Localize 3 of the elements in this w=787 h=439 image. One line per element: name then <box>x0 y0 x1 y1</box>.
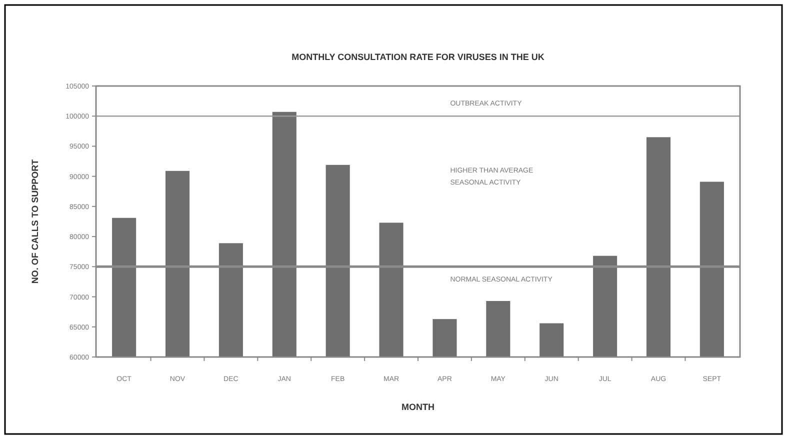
x-axis-title: MONTH <box>402 402 434 412</box>
y-axis-title: NO. OF CALLS TO SUPPORT <box>30 158 40 284</box>
chart-title: MONTHLY CONSULTATION RATE FOR VIRUSES IN THE UK <box>292 52 545 62</box>
